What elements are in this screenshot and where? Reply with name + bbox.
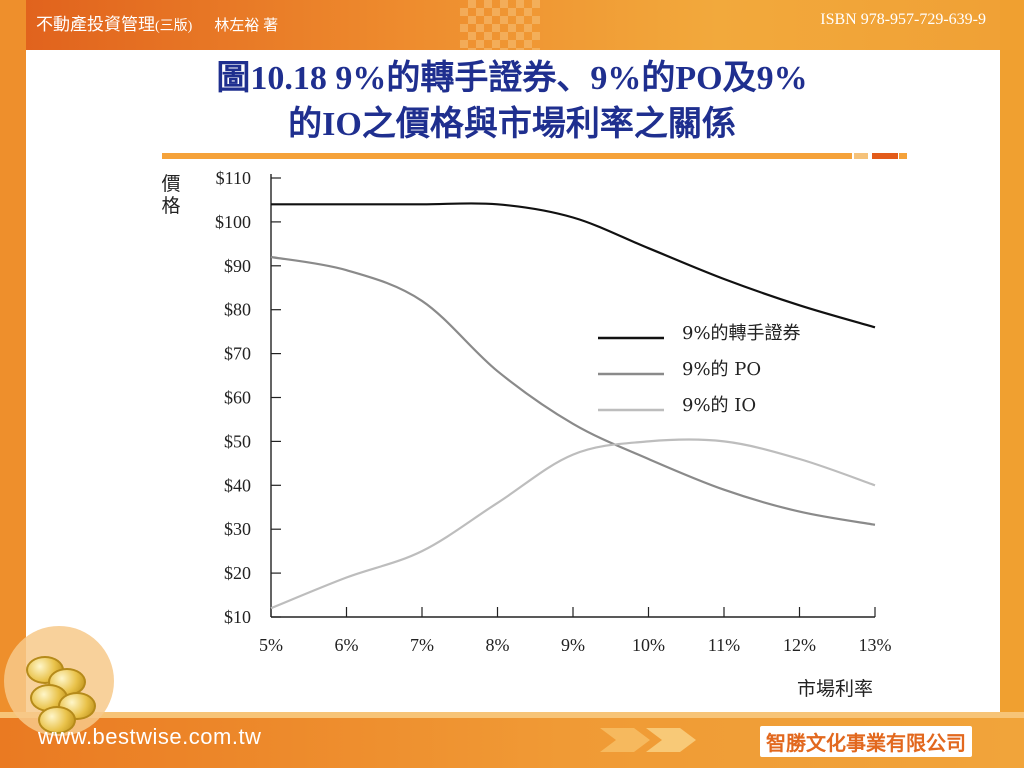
- title-underline: [162, 153, 852, 159]
- coins-logo: [0, 626, 118, 738]
- y-tick-label: $40: [224, 475, 251, 495]
- y-tick-label: $100: [215, 212, 251, 232]
- x-tick-label: 8%: [486, 635, 510, 655]
- edition-text: (三版): [155, 19, 193, 34]
- price-rate-chart: $10 $20 $30 $40 $50 $60 $70 $80 $90 $100 $110 5% 6% 7…: [150, 160, 930, 710]
- y-tick-label: $70: [224, 344, 251, 364]
- x-tick-label: 7%: [410, 635, 434, 655]
- book-title: 不動產投資管理(三版) 林左裕 著: [36, 10, 278, 35]
- slide-title: 圖10.18 9%的轉手證券、9%的PO及9% 的IO之價格與市場利率之關係: [0, 56, 1024, 148]
- chart-svg: $10 $20 $30 $40 $50 $60 $70 $80 $90 $100 $110 5% 6% 7…: [215, 168, 892, 700]
- arrow-chevrons-icon: [600, 728, 696, 752]
- y-tick-label: $60: [224, 388, 251, 408]
- title-underline-accent: [872, 153, 898, 159]
- website-url[interactable]: www.bestwise.com.tw: [38, 724, 262, 749]
- title-underline-accent: [899, 153, 907, 159]
- x-tick-label: 11%: [708, 635, 740, 655]
- series-line-io: [270, 438, 876, 610]
- series-line-po: [270, 255, 876, 526]
- y-tick-label: $90: [224, 256, 251, 276]
- y-tick-label: $10: [224, 607, 251, 627]
- slide-title-line2: 的IO之價格與市場利率之關係: [288, 106, 736, 143]
- x-tick-label: 6%: [335, 635, 359, 655]
- y-tick-label: $50: [224, 431, 251, 451]
- right-frame: [1000, 0, 1024, 768]
- coin-icon: [38, 706, 76, 734]
- y-tick-label: $110: [216, 168, 251, 188]
- legend-label: 9%的 PO: [682, 359, 761, 380]
- x-tick-label: 12%: [783, 635, 816, 655]
- y-tick-label: $80: [224, 300, 251, 320]
- slide-content-panel: [26, 50, 1000, 712]
- publisher-name: 智勝文化事業有限公司: [760, 726, 972, 757]
- title-underline-accent: [854, 153, 868, 159]
- y-tick-label: $30: [224, 519, 251, 539]
- y-axis-title: 價格: [161, 174, 181, 217]
- x-tick-label: 10%: [632, 635, 665, 655]
- author-text: 林左裕 著: [214, 18, 279, 34]
- x-tick-label: 9%: [561, 635, 585, 655]
- x-axis-title: 市場利率: [797, 678, 873, 700]
- isbn-text: ISBN 978-957-729-639-9: [820, 11, 986, 28]
- slide-title-line1: 圖10.18 9%的轉手證券、9%的PO及9%: [216, 60, 808, 97]
- book-title-text: 不動產投資管理: [36, 15, 155, 34]
- footer-stripe: [0, 712, 1024, 718]
- x-tick-label: 5%: [259, 635, 283, 655]
- series-line-pt: [271, 202, 876, 329]
- x-tick-label: 13%: [859, 635, 892, 655]
- y-tick-label: $20: [224, 563, 251, 583]
- legend-label: 9%的轉手證券: [682, 323, 801, 344]
- legend-label: 9%的 IO: [682, 395, 756, 416]
- header-checker-pattern: [460, 0, 540, 50]
